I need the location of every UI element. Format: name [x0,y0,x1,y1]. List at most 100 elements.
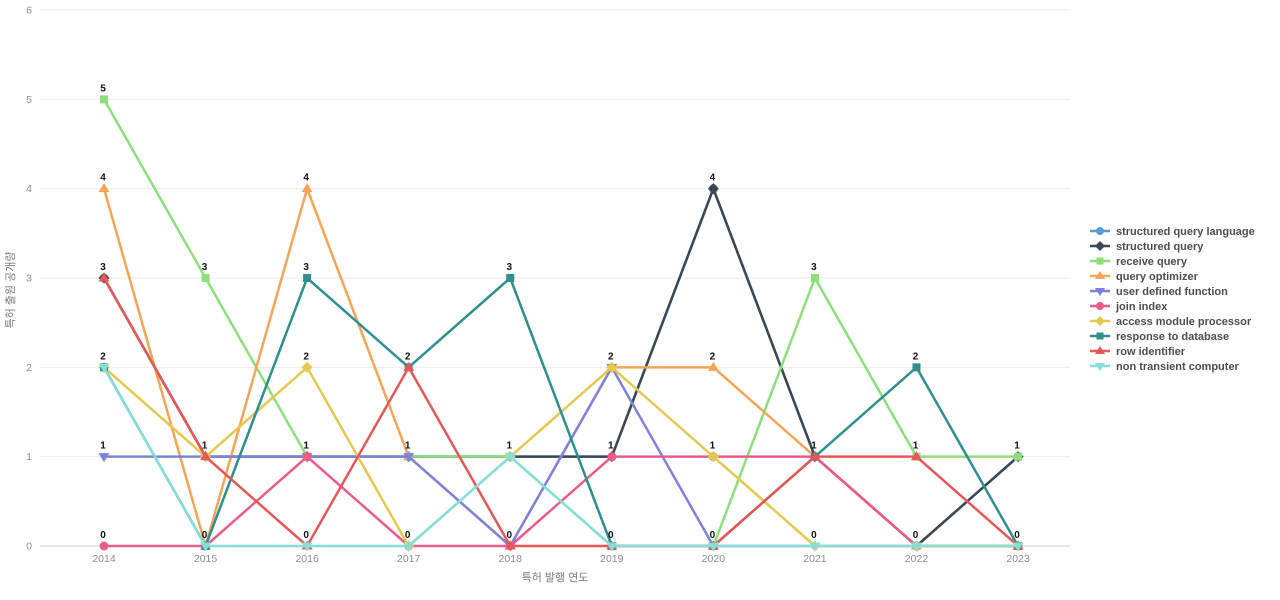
legend-item-row-identifier[interactable]: row identifier [1090,346,1186,358]
legend-item-receive-query[interactable]: receive query [1090,256,1188,268]
legend-item-access-module-processor[interactable]: access module processor [1090,316,1252,328]
x-axis-ticks: 2014 2015 2016 2017 2018 2019 2020 2021 2022 2023 [92,553,1030,565]
legend-label: non transient computer [1116,361,1240,373]
legend: structured query language structured quer… [1090,226,1255,373]
data-point-marker [810,274,819,283]
point-value-label: 0 [100,530,106,541]
data-point-marker [506,274,515,283]
data-point-marker [504,453,516,463]
point-value-label: 3 [202,262,208,273]
legend-label: user defined function [1116,286,1228,298]
legend-item-non-transient-computer[interactable]: non transient computer [1090,361,1240,373]
data-point-marker [606,542,618,552]
y-tick-label: 3 [26,273,32,285]
x-tick-label: 2017 [397,553,421,565]
legend-label: query optimizer [1116,271,1199,283]
point-value-label: 4 [710,173,716,184]
legend-item-query-optimizer[interactable]: query optimizer [1090,271,1199,283]
data-point-marker [607,452,617,462]
y-tick-label: 5 [26,94,32,106]
data-point-marker [606,361,618,373]
series-receive-query [100,95,1023,550]
legend-item-user-defined-function[interactable]: user defined function [1090,286,1228,298]
legend-label: row identifier [1116,346,1186,358]
data-point-marker [100,95,108,104]
y-axis-title: 특허 출원 공개량 [4,252,17,329]
legend-label: structured query language [1116,226,1255,238]
point-value-label: 1 [710,441,716,452]
point-value-label: 2 [608,351,614,362]
x-tick-label: 2014 [92,553,116,565]
series-line-response-to-database [102,276,1020,548]
point-value-label: 1 [608,441,614,452]
x-tick-label: 2019 [600,553,624,565]
data-point-marker [201,274,210,283]
data-point-marker [1095,288,1105,296]
point-value-label: 0 [913,530,919,541]
data-point-marker [98,272,110,282]
point-value-label: 3 [811,262,817,273]
legend-label: join index [1115,301,1168,313]
y-tick-label: 6 [26,5,32,17]
data-point-marker [910,542,922,552]
data-point-marker [707,183,719,195]
data-point-marker [98,453,110,463]
series-response-to-database [100,274,1023,550]
point-value-label: 0 [405,530,411,541]
point-value-label: 0 [608,530,614,541]
series-line-receive-query [102,98,1020,548]
data-point-marker [1095,271,1105,279]
x-tick-label: 2015 [194,553,218,565]
legend-label: response to database [1116,331,1229,343]
data-point-marker [302,452,312,462]
data-point-marker [1095,363,1105,371]
series-query-optimizer [98,183,1024,550]
data-point-marker [1014,452,1023,461]
data-point-marker [1095,241,1105,251]
legend-item-structured-query-language[interactable]: structured query language [1090,226,1255,238]
series-non-transient-computer [98,363,1024,552]
data-point-marker [200,451,212,461]
point-value-label: 5 [100,83,106,94]
data-point-marker [707,542,719,552]
point-value-label: 1 [913,441,919,452]
data-point-marker [1096,257,1104,265]
data-point-marker [910,451,922,461]
data-point-marker [707,361,719,371]
data-point-marker [912,363,921,372]
point-value-label: 1 [405,441,411,452]
data-point-marker [200,542,212,552]
data-point-marker [301,183,313,193]
x-tick-label: 2020 [702,553,726,565]
data-point-marker [1095,346,1105,354]
legend-item-join-index[interactable]: join index [1090,301,1168,313]
point-value-label: 0 [506,530,512,541]
legend-label: structured query [1116,241,1204,253]
y-axis-ticks: 0 1 2 3 4 5 6 [26,5,32,553]
y-tick-label: 1 [26,451,32,463]
y-tick-label: 4 [26,183,32,195]
point-value-label: 0 [202,530,208,541]
x-axis-title: 특허 발행 연도 [522,571,589,584]
point-value-label: 1 [100,441,106,452]
legend-item-structured-query[interactable]: structured query [1090,241,1204,253]
point-value-label: 2 [710,351,716,362]
point-value-label: 3 [100,262,106,273]
y-tick-label: 0 [26,541,32,553]
point-value-label: 0 [811,530,817,541]
point-value-label: 3 [506,262,512,273]
data-point-marker [809,542,821,552]
point-value-label: 1 [202,441,208,452]
data-point-marker [1096,332,1104,340]
x-tick-label: 2021 [803,553,827,565]
point-value-label: 0 [1014,530,1020,541]
data-point-marker [403,542,415,552]
data-point-marker [1095,316,1105,326]
data-point-marker [98,183,110,193]
series-line-row-identifier [102,276,1020,548]
legend-item-response-to-database[interactable]: response to database [1090,331,1229,343]
x-tick-label: 2023 [1006,553,1030,565]
point-value-label: 2 [303,351,309,362]
